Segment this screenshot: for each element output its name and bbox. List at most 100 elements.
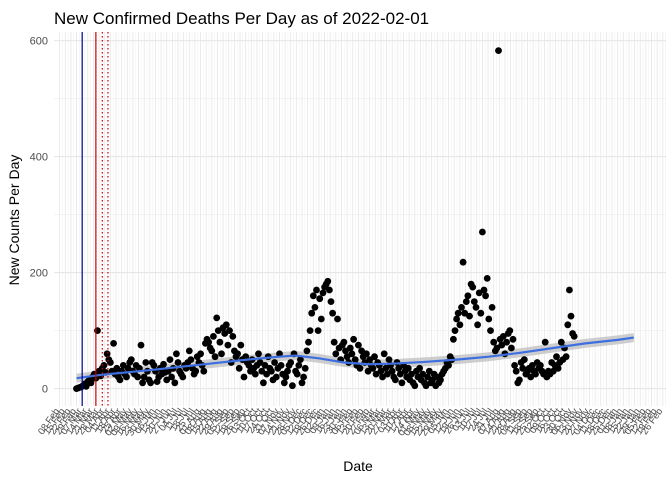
y-axis-label: New Counts Per Day (6, 155, 22, 286)
data-point (110, 340, 117, 347)
data-point (229, 333, 237, 340)
data-point (300, 373, 307, 381)
data-point (474, 321, 481, 329)
data-point (301, 364, 309, 372)
data-point (479, 228, 486, 236)
scatter-points (73, 47, 578, 392)
data-point (222, 321, 230, 329)
data-point (235, 364, 243, 372)
data-point (268, 367, 275, 375)
data-point (226, 327, 233, 334)
data-point (363, 350, 370, 358)
data-point (272, 373, 280, 381)
data-point (466, 312, 473, 320)
data-point (311, 304, 319, 311)
data-point (211, 353, 219, 361)
data-point (458, 304, 465, 311)
data-point (280, 379, 288, 387)
data-point (416, 364, 423, 372)
data-point (271, 359, 278, 366)
data-point (293, 370, 301, 378)
data-point (116, 376, 124, 384)
data-point (224, 341, 232, 349)
y-tick-label: 200 (30, 268, 48, 280)
data-point (163, 376, 171, 384)
data-point (411, 382, 419, 390)
data-point (334, 315, 341, 323)
data-point (537, 362, 544, 369)
data-point (459, 258, 467, 266)
data-point (541, 338, 549, 346)
data-point (213, 314, 221, 322)
reference-lines (81, 32, 109, 406)
data-point (123, 373, 130, 381)
data-point (480, 286, 488, 294)
data-point (355, 341, 362, 349)
trend-line (76, 336, 634, 380)
data-point (509, 335, 517, 343)
data-point (477, 309, 485, 317)
data-point (445, 362, 452, 369)
data-point (553, 353, 560, 361)
chart-title: New Confirmed Deaths Per Day as of 2022-… (54, 9, 429, 28)
data-point (298, 379, 306, 387)
data-point (326, 286, 333, 294)
minor-gridlines (54, 32, 666, 406)
data-point (171, 379, 179, 387)
data-point (506, 327, 514, 334)
data-point (483, 275, 491, 282)
data-point (562, 353, 570, 361)
data-point (350, 335, 357, 343)
data-point (464, 292, 472, 300)
data-point (100, 362, 108, 369)
data-point (330, 338, 338, 346)
data-point (508, 344, 515, 352)
data-point (187, 356, 195, 363)
data-point (251, 370, 259, 378)
data-point (451, 327, 459, 334)
x-axis-label: Date (343, 458, 373, 474)
data-point (208, 347, 216, 355)
data-point (424, 373, 431, 381)
data-point (371, 353, 378, 361)
data-point (282, 373, 290, 381)
data-point (369, 364, 377, 372)
data-point (528, 362, 536, 369)
data-point (192, 367, 200, 375)
data-point (309, 292, 317, 300)
data-point (234, 350, 242, 358)
data-point (511, 362, 518, 369)
data-point (454, 309, 462, 317)
data-point (351, 356, 359, 363)
data-point (490, 338, 498, 346)
data-point (482, 292, 489, 300)
data-point (499, 333, 507, 340)
data-point (317, 315, 325, 323)
data-point (94, 327, 101, 334)
data-point (340, 338, 348, 346)
data-point (237, 341, 245, 349)
data-point (422, 382, 430, 390)
data-point (200, 367, 208, 375)
data-point (346, 344, 354, 352)
data-point (295, 362, 303, 369)
data-point (324, 277, 332, 285)
data-point (356, 364, 364, 372)
data-point (379, 373, 386, 381)
data-point (398, 379, 406, 387)
data-point (240, 373, 248, 381)
data-point (485, 315, 493, 323)
data-point (348, 350, 356, 358)
data-point (142, 359, 150, 366)
data-point (503, 338, 510, 346)
data-point (139, 379, 147, 387)
data-point (327, 298, 335, 305)
data-point (470, 298, 478, 305)
data-point (173, 350, 180, 358)
data-point (174, 359, 182, 366)
smooth-trend (76, 336, 634, 380)
data-point (137, 341, 145, 349)
data-point (147, 379, 155, 387)
